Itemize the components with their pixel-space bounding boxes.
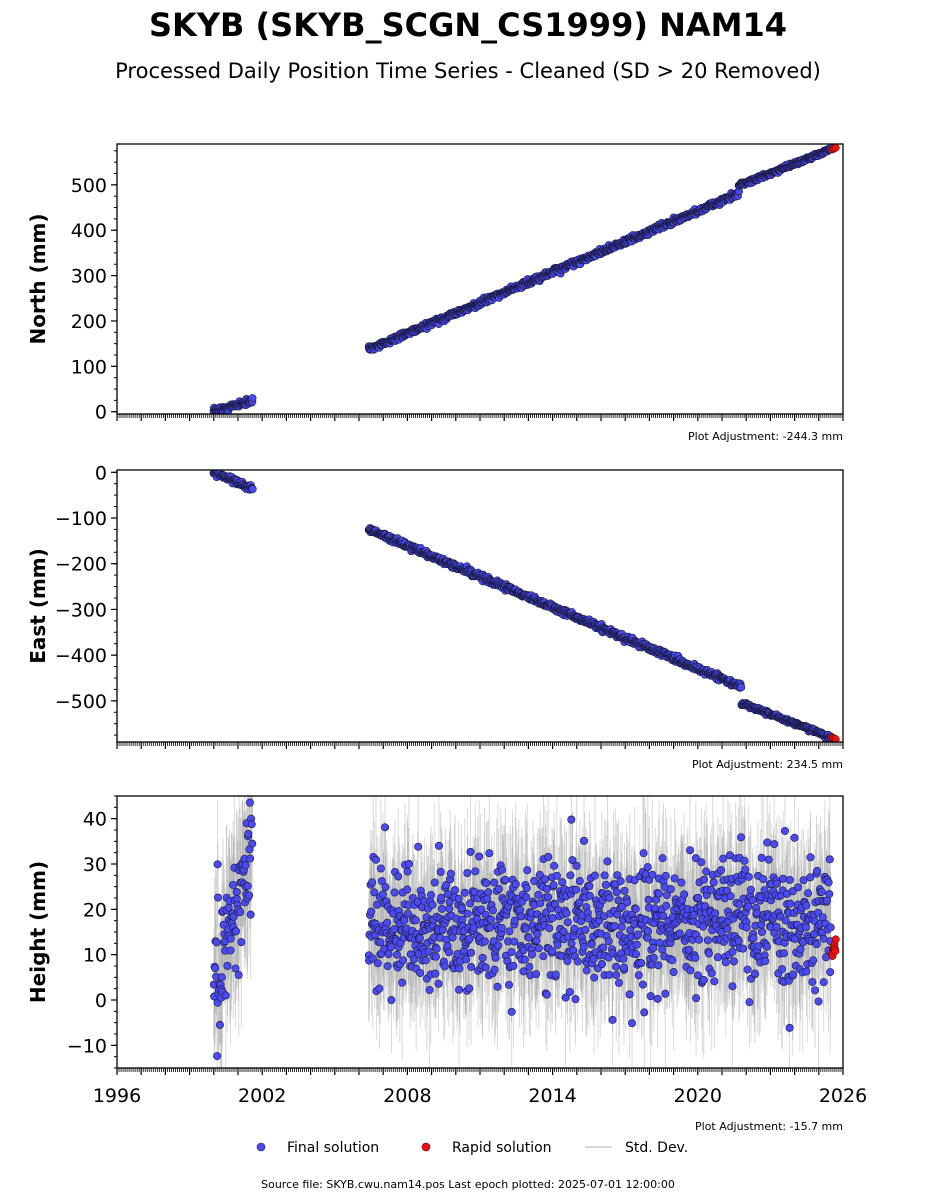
y-tick-label: −200 [55, 554, 107, 576]
plot-area [209, 470, 840, 742]
final-solution-point [248, 485, 257, 494]
axes-frame [116, 143, 844, 415]
y-tick-label: 100 [71, 356, 107, 378]
y-tick-label: −100 [55, 508, 107, 530]
final-solution-point [248, 394, 257, 403]
y-tick-label: 200 [71, 311, 107, 333]
chart-title: SKYB (SKYB_SCGN_CS1999) NAM14 [149, 6, 787, 44]
axes-frame [116, 469, 844, 743]
chart-subtitle: Processed Daily Position Time Series - C… [115, 59, 821, 83]
plot-adjustment-note: Plot Adjustment: -244.3 mm [688, 430, 843, 443]
rapid-solution-point [831, 735, 840, 742]
final-solution-point [737, 683, 746, 692]
plot-area [209, 144, 840, 414]
y-axis-label: North (mm) [26, 213, 50, 344]
rapid-solution-point [831, 144, 840, 152]
y-tick-label: 0 [95, 402, 107, 424]
y-tick-label: 0 [95, 462, 107, 484]
y-tick-label: 400 [71, 220, 107, 242]
north-panel: 0 100 200 300 400 500 North (mm) Plot Adjustmen… [26, 143, 844, 443]
y-tick-label: 300 [71, 266, 107, 288]
y-tick-label: 500 [71, 175, 107, 197]
